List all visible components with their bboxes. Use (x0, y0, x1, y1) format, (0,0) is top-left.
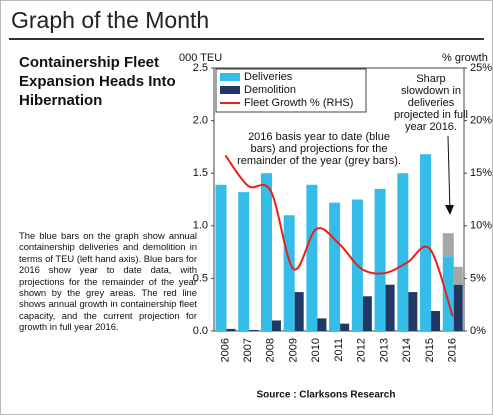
x-tick-label: 2010 (310, 338, 322, 362)
projection-bar (453, 266, 463, 285)
legend-label: Fleet Growth % (RHS) (244, 97, 353, 109)
bar (453, 284, 463, 331)
legend-swatch (220, 86, 240, 94)
bar (408, 292, 418, 331)
bar (294, 292, 304, 331)
annotation-line: year 2016. (405, 121, 457, 133)
annotation-line: projected in full (394, 109, 468, 121)
arrow-head (445, 205, 454, 215)
bar (238, 192, 250, 331)
paragraph: The blue bars on the graph show annual c… (19, 230, 197, 333)
y2-tick-label: 15% (470, 167, 492, 179)
bar (215, 184, 227, 331)
annotation-box (393, 72, 461, 136)
annotation-line: deliveries (408, 97, 455, 109)
annotation-line: bars) and projections for the (251, 143, 388, 155)
page-title: Graph of the Month (11, 7, 210, 33)
y-tick-label: 0.5 (193, 272, 208, 284)
x-tick-label: 2013 (378, 338, 390, 362)
bar (442, 256, 454, 331)
y-tick-label: 2.0 (193, 115, 208, 127)
source: Source : Clarksons Research (257, 390, 396, 401)
y-tick-label: 2.5 (193, 62, 208, 74)
heading: Containership Fleet Expansion Heads Into… (19, 54, 176, 109)
bar (329, 202, 341, 331)
bar (226, 328, 236, 331)
bar (397, 173, 409, 331)
projection-bar (442, 233, 454, 257)
annotation-line: Sharp (416, 73, 445, 85)
x-tick-label: 2014 (401, 338, 413, 362)
y2-axis-label: % growth (442, 52, 488, 64)
x-tick-label: 2011 (333, 338, 345, 362)
annotation: 2016 basis year to date (blue bars) and p… (237, 131, 401, 167)
y2-tick-label: 25% (470, 62, 492, 74)
bar (374, 188, 386, 331)
bar (385, 284, 395, 331)
legend-label: Deliveries (244, 71, 293, 83)
x-tick-label: 2008 (265, 338, 277, 362)
growth-line (224, 154, 454, 317)
y2-tick-label: 0% (470, 325, 486, 337)
bar (271, 320, 281, 331)
bar (260, 173, 272, 331)
x-tick-label: 2016 (447, 338, 459, 362)
annotation-line: remainder of the year (grey bars). (237, 155, 401, 167)
legend-swatch (220, 73, 240, 81)
y-tick-label: 1.5 (193, 167, 208, 179)
y2-tick-label: 20% (470, 115, 492, 127)
annotation-line: slowdown in (401, 85, 461, 97)
x-tick-label: 2012 (356, 338, 368, 362)
x-tick-label: 2007 (242, 338, 254, 362)
bar (362, 296, 372, 331)
y2-tick-label: 10% (470, 220, 492, 232)
bar (249, 329, 259, 331)
x-tick-label: 2006 (219, 338, 231, 362)
annotation: Sharp slowdown in deliveries projected in f… (394, 73, 468, 133)
bar (431, 311, 441, 331)
y-tick-label: 1.0 (193, 220, 208, 232)
x-tick-label: 2009 (287, 338, 299, 362)
bar (306, 184, 318, 331)
arrow (447, 135, 451, 214)
title-rule (9, 38, 484, 40)
x-tick-label: 2015 (424, 338, 436, 362)
bar (340, 323, 350, 331)
annotation-line: 2016 basis year to date (blue (248, 131, 390, 143)
bar (283, 215, 295, 331)
legend-label: Demolition (244, 84, 296, 96)
y2-tick-label: 5% (470, 272, 486, 284)
bar (420, 154, 432, 331)
y-tick-label: 0.0 (193, 325, 208, 337)
legend-box (215, 68, 367, 113)
y-axis-label: 000 TEU (179, 52, 222, 64)
bar (317, 318, 327, 331)
